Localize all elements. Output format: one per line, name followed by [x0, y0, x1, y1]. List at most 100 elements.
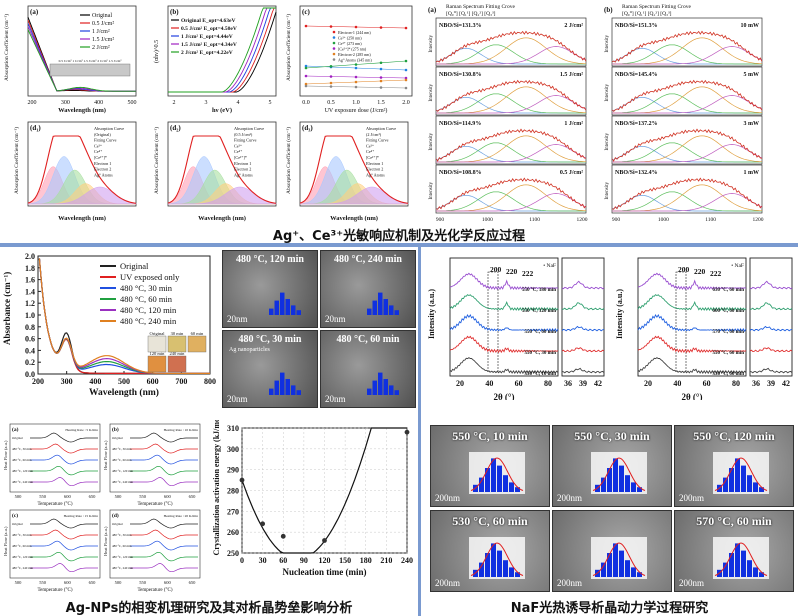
raman-legend-top: Raman Spectrum Fitting Crove — [446, 4, 515, 10]
sem-image-title: 530 °C, 60 min — [452, 514, 528, 528]
panel-d-label: (d₁) — [30, 124, 41, 132]
sem-histogram-bar — [723, 562, 728, 577]
sem-image: 200nm — [552, 510, 672, 592]
sem-image: 550 °C, 120 min 200nm — [674, 425, 794, 507]
sem-histogram-bar — [509, 482, 514, 492]
panel-d-legend-entry: Electron 1 — [94, 161, 111, 166]
panel-d-legend-entry: [Ce³⁺]* — [234, 155, 247, 160]
ea-ytick-label: 270 — [227, 507, 239, 516]
panel-d3-fit: (d₃) Absorption Coefficient (cm⁻¹) Wavelen… — [285, 121, 409, 222]
xrd-zoom-pattern — [749, 347, 793, 353]
panel-a-legend-entry: 1.5 J/cm² — [92, 37, 114, 43]
sem-histogram-bar — [607, 468, 612, 492]
panel-d-ylabel: Absorption Coefficient (cm⁻¹) — [285, 127, 292, 194]
dsc-heating-rate: Heating Rate : 10 K/min — [164, 428, 199, 432]
tem-annotation: Ag nanoparticles — [229, 347, 270, 353]
xrd-legend: • NaF — [543, 263, 556, 269]
sem-histogram-bar — [631, 482, 636, 492]
sem-histogram-bar — [485, 553, 490, 577]
xrd-xlabel: 2θ (°) — [681, 392, 702, 400]
raman-ylabel: Intensity — [605, 133, 610, 151]
dsc-xlabel: Temperature (°C) — [37, 588, 72, 592]
sem-histogram-bar — [503, 560, 508, 577]
xrd-series-label: 550 °C, 180 min — [522, 288, 556, 293]
panel-d-legend-entry: [Ce³⁺]* — [94, 155, 107, 160]
raman-condition: 1 mW — [744, 170, 760, 176]
raman-spectrum-line — [611, 128, 763, 162]
absorbance-legend-entry: 480 °C, 120 min — [120, 305, 177, 315]
sem-histogram-bar — [491, 543, 496, 577]
panel-d-label: (d₃) — [302, 124, 313, 132]
panel-b-legend-entry: 1.5 J/cm² E_opt=4.34eV — [181, 42, 237, 48]
caption-bottom-left: Ag-NPs的相变机理研究及其对析晶势垒影响分析 — [65, 601, 353, 616]
panel-a-xtick: 400 — [94, 100, 103, 106]
raman-component-peak — [612, 93, 762, 114]
xrd-ylabel: Intensity (a.u.) — [615, 289, 624, 339]
dsc-xtick: 550 — [139, 494, 147, 499]
absorbance-chart: 0.0 0.2 0.4 0.6 0.8 1.0 1.2 1.4 1.6 1.8 2.0 200 300 4… — [2, 252, 216, 398]
sem-histogram-fit — [592, 542, 646, 576]
raman-component-peak — [436, 144, 587, 163]
dsc-curve — [30, 551, 98, 562]
dsc-xtick: 600 — [164, 494, 172, 499]
panel-d-fitting-curve — [27, 135, 137, 204]
panel-a-legend-entry: 2 J/cm² — [92, 45, 110, 51]
xrd-zoom-xtick: 36 — [564, 379, 572, 388]
xrd-zoom-xtick: 39 — [579, 379, 587, 388]
panel-a-legend-entry: 0.5 J/cm² — [92, 21, 114, 27]
sem-histogram-bar — [637, 572, 642, 577]
tem-histogram-bar — [274, 380, 279, 395]
panel-b-label: (b) — [170, 8, 179, 16]
tem-histogram-bar — [372, 380, 377, 395]
dsc-xtick: 500 — [115, 494, 123, 499]
tem-histogram-bar — [378, 372, 383, 395]
sem-histogram-bar — [747, 475, 752, 492]
sem-histogram-bar — [515, 487, 520, 492]
panel-c-legend-marker — [332, 52, 336, 56]
sem-histogram-bar — [729, 468, 734, 492]
raman-component-peak — [612, 95, 763, 114]
sem-image-title: 550 °C, 10 min — [452, 429, 528, 443]
xrd-pattern — [449, 335, 559, 354]
raman-nbo-ratio: NBO/Si=114.9% — [439, 121, 481, 127]
sem-histogram-bar — [503, 475, 508, 492]
panel-d-label: (d₂) — [170, 124, 181, 132]
ea-xtick-label: 60 — [279, 556, 287, 565]
sem-histogram-fit — [714, 542, 768, 576]
panel-a-inset-labels: 0.5 J/cm² 1 J/cm² 1.5 J/cm² 2 J/cm² 1.5 … — [59, 59, 122, 63]
sem-histogram-bar — [735, 543, 740, 577]
xrd-zoom-pattern — [749, 280, 793, 290]
tem-histogram-bar — [394, 310, 399, 315]
tem-histogram-bar — [296, 310, 301, 315]
absorbance-xtick-label: 200 — [32, 377, 44, 386]
dsc-curve — [130, 477, 198, 487]
panel-c-series-line — [305, 85, 407, 89]
raman-condition: 2 J/cm² — [564, 23, 583, 29]
dsc-xtick: 600 — [164, 580, 172, 585]
absorbance-inset-label: 60 min — [191, 331, 204, 336]
dsc-xtick: 550 — [139, 580, 147, 585]
tem-image: 480 °C, 240 min 20nm — [320, 250, 416, 328]
absorbance-inset-label: Original — [150, 331, 166, 336]
tem-histogram-bar — [383, 299, 388, 315]
xrd-zoom-pattern — [561, 280, 605, 290]
absorbance-xlabel: Wavelength (nm) — [89, 387, 159, 398]
sem-scale-bar: 200nm — [435, 493, 461, 503]
xrd-zoom-pattern — [561, 302, 605, 311]
dsc-row-label: 480 °C, 60 min — [112, 458, 132, 463]
dsc-row-label: 480 °C, 120 min — [12, 469, 34, 474]
panel-d-legend-entry: Ce⁴⁺ — [94, 149, 102, 154]
tem-image-title: 480 °C, 240 min — [334, 254, 402, 265]
absorbance-xtick-label: 300 — [61, 377, 73, 386]
raman-nbo-ratio: NBO/Si=145.4% — [615, 72, 658, 78]
raman-ylabel: Intensity — [605, 84, 610, 102]
absorbance-ytick-label: 0.2 — [25, 358, 35, 367]
ea-data-point — [322, 538, 327, 543]
sem-histogram-fit — [470, 457, 524, 491]
dsc-curve — [130, 443, 198, 454]
raman-nbo-ratio: NBO/Si=108.8% — [439, 170, 482, 176]
dsc-curve — [30, 518, 98, 529]
panel-b-ylabel: (αhν)^0.5 — [153, 40, 160, 63]
dsc-xtick: 550 — [39, 494, 47, 499]
raman-legend-top: Raman Spectrum Fitting Crove — [622, 4, 691, 10]
